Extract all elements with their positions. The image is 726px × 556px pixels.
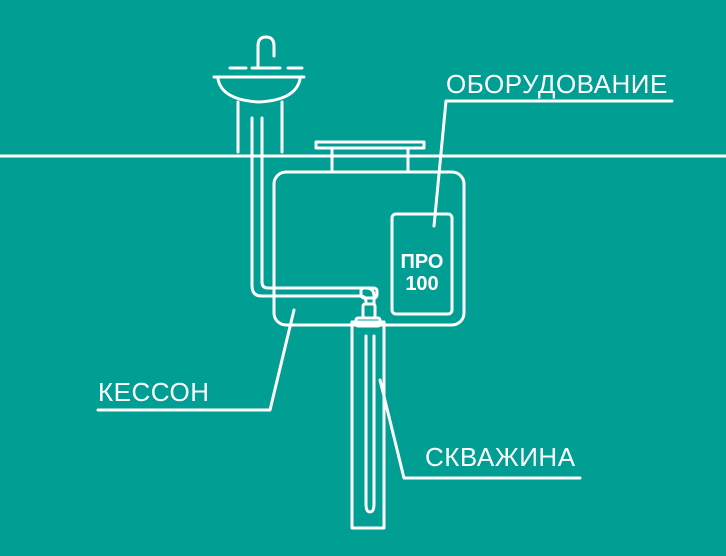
caisson-hatch: [314, 140, 426, 174]
caisson-label: КЕССОН: [98, 377, 210, 407]
equipment-leader-line: [432, 99, 674, 228]
well-casing: [350, 316, 386, 530]
well-label: СКВАЖИНА: [425, 442, 576, 472]
pipe: [250, 116, 379, 320]
equipment-box: [390, 212, 454, 316]
well-leader-line: [378, 378, 582, 480]
sink-icon: [212, 35, 306, 154]
equipment-label: ОБОРУДОВАНИЕ: [446, 69, 668, 99]
logo-line-1: ПРО: [400, 251, 443, 273]
logo-line-2: 100: [405, 273, 438, 295]
caisson-leader-line: [96, 308, 296, 412]
